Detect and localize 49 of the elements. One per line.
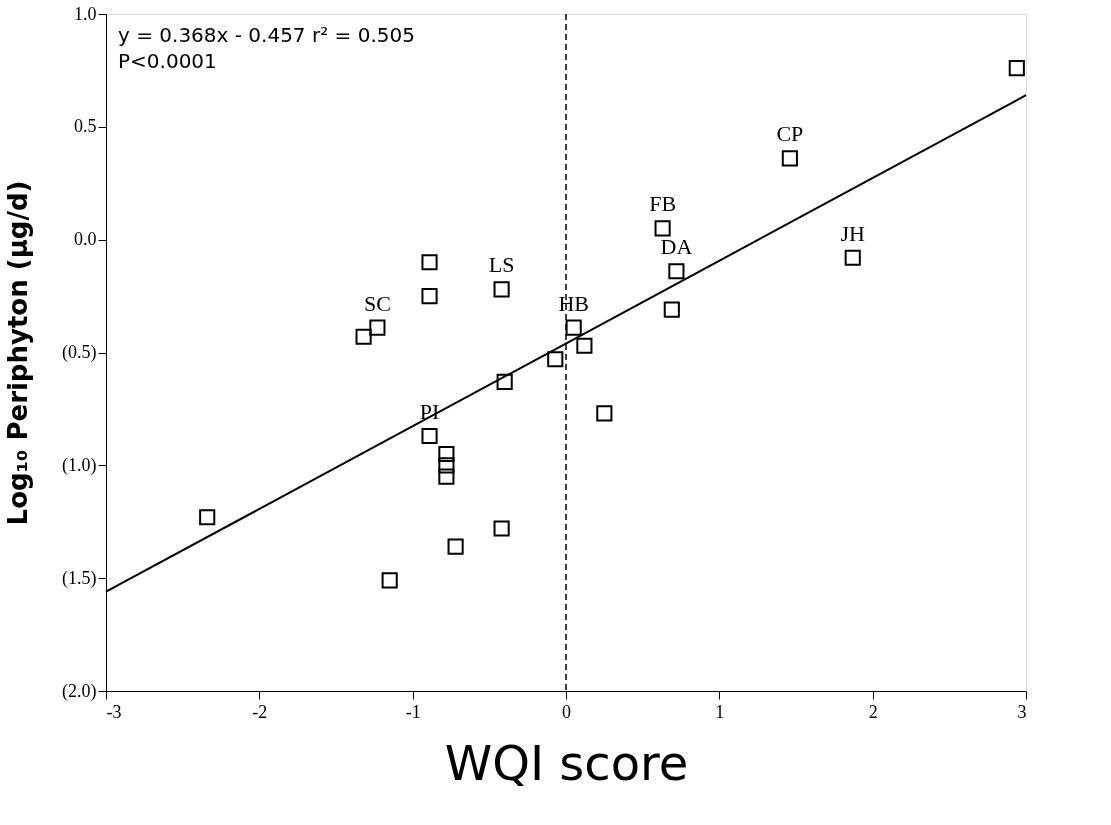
point [844,249,861,266]
x-tick-label: 1 [715,701,725,722]
point [369,319,386,336]
point [421,254,438,271]
annotation: FB [649,191,677,217]
x-tick-label: 3 [1017,701,1027,722]
point [565,319,582,336]
x-tick-label: -2 [252,701,268,722]
annotation: DA [660,234,693,260]
y-tick-label: 0.0 [74,229,97,250]
y-tick-label: (1.0) [62,454,97,476]
annotation: HB [558,290,589,316]
y-tick-label: 0.5 [74,116,97,137]
point [199,509,216,526]
point [596,405,613,422]
point [654,220,671,237]
point [381,572,398,589]
annotation: LS [488,252,515,278]
point [547,351,564,368]
point [496,373,513,390]
point [438,445,455,463]
point [421,427,438,445]
annotation: y = 0.368x - 0.457 r² = 0.505 [118,23,415,47]
annotation: SC [363,290,391,316]
point [781,150,798,167]
y-tick-label: (1.5) [62,567,97,589]
x-tick-label: -3 [106,701,122,722]
x-axis-title: WQI score [444,734,689,791]
point [447,538,464,555]
annotation: JH [840,220,866,246]
y-tick-label: (2.0) [62,680,97,702]
y-tick-label: 1.0 [74,3,97,24]
point [576,337,593,354]
y-axis-title: Log₁₀ Periphyton (µg/d) [3,180,34,526]
annotation: P<0.0001 [118,49,217,73]
annotation: CP [776,121,804,147]
point [438,457,455,474]
point [493,281,510,298]
point [668,263,685,280]
y-tick-label: (0.5) [62,342,97,363]
point [355,328,372,345]
point [421,288,438,305]
x-tick-label: 0 [562,701,571,722]
x-tick-label: -1 [405,701,421,722]
point [663,301,680,318]
x-tick-label: 2 [868,701,878,722]
point [438,468,455,485]
point [1008,60,1025,77]
point [493,520,510,537]
